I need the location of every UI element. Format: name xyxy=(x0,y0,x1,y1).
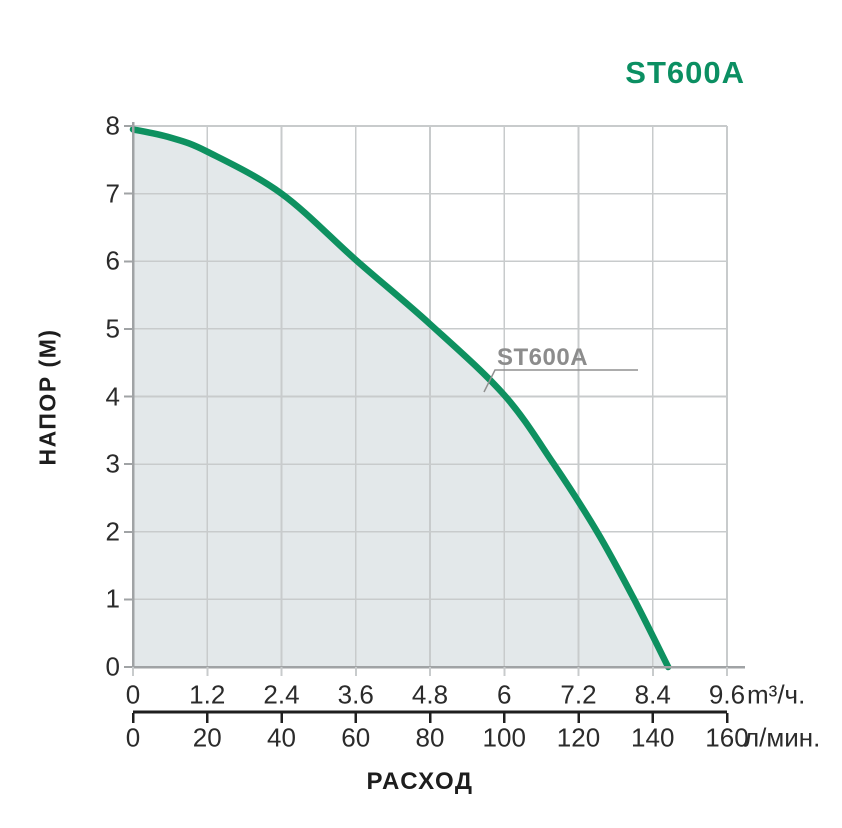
x-tick-label-m3h: 8.4 xyxy=(634,679,671,710)
y-tick-label: 3 xyxy=(105,448,120,479)
x-tick-label-lmin: 20 xyxy=(192,722,222,753)
x-tick-label-m3h: 7.2 xyxy=(560,679,597,710)
y-tick-label: 7 xyxy=(105,178,120,209)
x-axis-label: РАСХОД xyxy=(366,768,474,795)
x-tick-label-lmin: 100 xyxy=(482,722,526,753)
y-tick-label: 2 xyxy=(105,516,120,547)
x-tick-label-m3h: 9.6 xyxy=(708,679,746,710)
x-tick-label-m3h: 0 xyxy=(125,679,141,710)
x-tick-label-m3h: 4.8 xyxy=(411,679,449,710)
x-tick-label-lmin: 120 xyxy=(556,722,601,753)
x-tick-label-m3h: 6 xyxy=(497,679,512,710)
y-tick-label: 6 xyxy=(105,245,120,276)
x-tick-label-m3h: 1.2 xyxy=(189,679,226,710)
y-tick-label: 4 xyxy=(105,381,120,411)
y-tick-label: 0 xyxy=(105,651,120,682)
x-tick-label-lmin: 140 xyxy=(631,722,675,753)
x-tick-label-m3h: 3.6 xyxy=(337,679,374,710)
annotation-leader-line xyxy=(483,369,638,393)
x-tick-label-lmin: 80 xyxy=(415,722,445,753)
flow-unit-m3h-label: m³/ч. xyxy=(747,679,806,710)
flow-unit-lmin-label: л/мин. xyxy=(744,722,821,753)
y-axis-label: НАПОР (М) xyxy=(34,328,61,466)
y-tick-label: 1 xyxy=(105,583,120,614)
x-tick-label-lmin: 40 xyxy=(267,722,296,753)
y-tick-label: 5 xyxy=(105,313,120,344)
chart-title: ST600A xyxy=(625,55,745,90)
x-tick-label-lmin: 0 xyxy=(125,722,141,753)
curve-annotation-label: ST600A xyxy=(497,344,589,371)
x-tick-label-lmin: 60 xyxy=(341,722,371,753)
y-tick-label: 8 xyxy=(105,110,120,141)
x-tick-label-m3h: 2.4 xyxy=(263,679,300,710)
pump-curve xyxy=(129,126,672,671)
x-tick-label-lmin: 160 xyxy=(705,722,749,753)
area-fill xyxy=(133,129,669,667)
